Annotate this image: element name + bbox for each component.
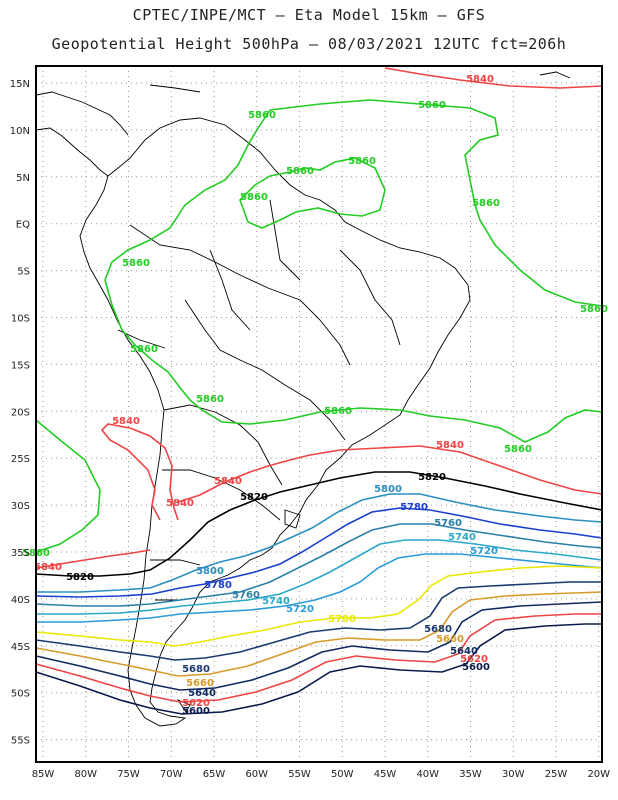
lon-tick-label: 20W: [587, 769, 610, 780]
lat-tick-label: 15N: [10, 79, 30, 90]
contour-label-5620: 5620: [182, 698, 210, 709]
contour-label-5760: 5760: [434, 518, 462, 529]
contour-label-5840: 5840: [214, 476, 242, 487]
lon-tick-label: 30W: [502, 769, 525, 780]
lat-tick-label: 30S: [11, 501, 30, 512]
contour-5840: [100, 423, 179, 521]
contour-label-5700: 5700: [328, 614, 356, 625]
lat-tick-label: 5N: [16, 173, 30, 184]
contour-5680: [35, 581, 602, 661]
contour-label-5860: 5860: [580, 304, 608, 315]
lon-tick-label: 75W: [117, 769, 140, 780]
contour-5660: [35, 591, 603, 677]
contour-label-5620: 5620: [460, 654, 488, 665]
lon-tick-label: 50W: [331, 769, 354, 780]
lat-tick-label: 55S: [11, 736, 30, 747]
contour-label-5840: 5840: [436, 440, 464, 451]
contour-5700: [35, 565, 603, 647]
contour-label-5720: 5720: [470, 546, 498, 557]
contour-label-5780: 5780: [204, 580, 232, 591]
contour-label-5860: 5860: [248, 110, 276, 121]
contour-label-5660: 5660: [436, 634, 464, 645]
lon-tick-label: 70W: [160, 769, 183, 780]
contour-label-5820: 5820: [66, 572, 94, 583]
contour-5740: [36, 539, 603, 615]
contour-5840: [35, 549, 151, 569]
lat-tick-label: 35S: [11, 548, 30, 559]
lon-tick-label: 80W: [74, 769, 97, 780]
contour-5720: [36, 553, 603, 623]
contour-5860: [269, 99, 603, 307]
lon-tick-label: 85W: [32, 769, 55, 780]
contour-5840: [177, 445, 603, 503]
contour-lines: [35, 67, 603, 715]
lat-tick-label: 25S: [11, 454, 30, 465]
contour-labels: 5860 5860 5860 5860 5860 5860 5860 5860 5860 5860…: [22, 74, 608, 717]
contour-5780: [35, 507, 603, 598]
contour-5600: [35, 623, 602, 715]
contour-5800: [36, 493, 603, 593]
axis-ticks: 85W 80W 75W 70W 65W 60W 55W 50W 45W 40W 35W 30W 25W 2…: [10, 79, 610, 780]
contour-label-5600: 5600: [182, 706, 210, 717]
contour-label-5780: 5780: [400, 502, 428, 513]
lon-tick-label: 25W: [545, 769, 568, 780]
contour-label-5600: 5600: [462, 662, 490, 673]
contour-label-5640: 5640: [450, 646, 478, 657]
lon-tick-label: 60W: [245, 769, 268, 780]
lat-tick-label: 45S: [11, 642, 30, 653]
map-frame: [35, 65, 603, 763]
lat-tick-label: 15S: [11, 360, 30, 371]
lat-tick-label: 20S: [11, 407, 30, 418]
contour-label-5660: 5660: [186, 678, 214, 689]
contour-label-5860: 5860: [348, 156, 376, 167]
contour-label-5800: 5800: [374, 484, 402, 495]
lon-tick-label: 45W: [374, 769, 397, 780]
contour-label-5760: 5760: [232, 590, 260, 601]
contour-label-5740: 5740: [262, 596, 290, 607]
title-line-2: Geopotential Height 500hPa – 08/03/2021 …: [51, 35, 567, 53]
contour-label-5840: 5840: [34, 562, 62, 573]
contour-label-5860: 5860: [122, 258, 150, 269]
contour-label-5840: 5840: [112, 416, 140, 427]
contour-5620: [35, 613, 602, 703]
contour-label-5800: 5800: [196, 566, 224, 577]
contour-label-5680: 5680: [424, 624, 452, 635]
lat-tick-label: 50S: [11, 689, 30, 700]
contour-5840: [384, 67, 603, 89]
contour-label-5860: 5860: [196, 394, 224, 405]
contour-label-5860: 5860: [504, 444, 532, 455]
contour-label-5820: 5820: [418, 472, 446, 483]
contour-label-5680: 5680: [182, 664, 210, 675]
contour-label-5840: 5840: [466, 74, 494, 85]
contour-label-5720: 5720: [286, 604, 314, 615]
contour-label-5860: 5860: [130, 344, 158, 355]
lon-tick-label: 40W: [416, 769, 439, 780]
lon-tick-label: 55W: [288, 769, 311, 780]
contour-label-5860: 5860: [418, 100, 446, 111]
title-line-1: CPTEC/INPE/MCT – Eta Model 15km – GFS: [132, 6, 486, 24]
contour-label-5860: 5860: [240, 192, 268, 203]
lat-tick-label: 5S: [17, 267, 30, 278]
lat-tick-label: 10N: [10, 126, 30, 137]
contour-label-5740: 5740: [448, 532, 476, 543]
contour-label-5860: 5860: [324, 406, 352, 417]
lon-tick-label: 65W: [203, 769, 226, 780]
contour-5860: [35, 419, 101, 553]
contour-5640: [35, 601, 603, 691]
contour-5860: [104, 109, 603, 443]
lat-tick-label: EQ: [16, 220, 30, 231]
contour-5820: [35, 471, 603, 577]
coastlines: [35, 71, 571, 727]
lat-tick-label: 40S: [11, 595, 30, 606]
contour-label-5860: 5860: [472, 198, 500, 209]
contour-5760: [35, 523, 603, 607]
contour-label-5840: 5840: [166, 498, 194, 509]
contour-label-5860: 5860: [286, 166, 314, 177]
contour-5860: [239, 157, 386, 229]
lon-tick-label: 35W: [459, 769, 482, 780]
lat-tick-label: 10S: [11, 314, 30, 325]
contour-label-5640: 5640: [188, 688, 216, 699]
contour-label-5820: 5820: [240, 492, 268, 503]
